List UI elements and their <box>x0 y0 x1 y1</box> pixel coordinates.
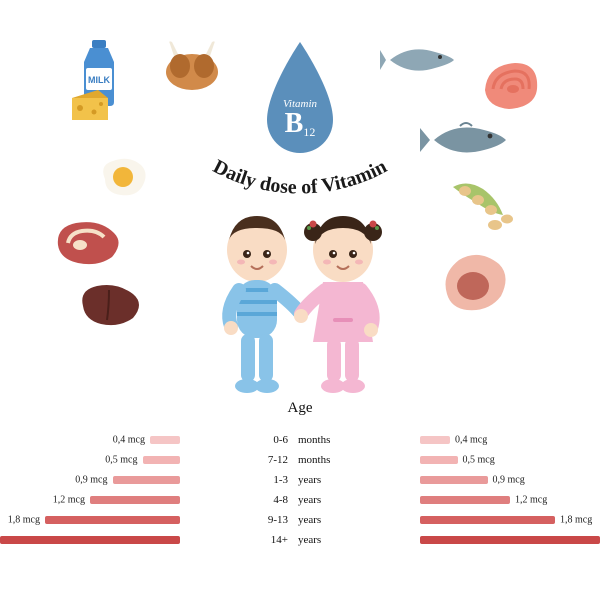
value-left: 1,2 mcg <box>53 495 85 506</box>
svg-text:MILK: MILK <box>88 75 110 85</box>
fish-top-icon <box>380 40 460 80</box>
arc-title: Daily dose of Vitamin <box>150 128 450 213</box>
value-left: 1,8 mcg <box>8 515 40 526</box>
value-right: 0,5 mcg <box>463 455 495 466</box>
soy-icon <box>445 175 515 235</box>
liver-icon <box>75 280 145 328</box>
children-illustration <box>195 210 405 400</box>
value-right: 1,8 mcg <box>560 515 592 526</box>
svg-text:Daily dose of Vitamin: Daily dose of Vitamin <box>210 155 391 198</box>
oyster-icon <box>435 250 513 315</box>
bar-left <box>45 516 180 524</box>
bar-left <box>150 436 180 444</box>
chart-row: 1,8 mcg 9-13years 1,8 mcg <box>0 510 600 530</box>
bar-right <box>420 496 510 504</box>
bar-right <box>420 436 450 444</box>
bar-left <box>143 456 181 464</box>
age-label: Age <box>288 400 313 417</box>
chart-row: 2,4 mcg 14+years 2,4 mcg <box>0 530 600 550</box>
salmon-icon <box>475 55 545 115</box>
age-range: 9-13years <box>230 514 370 526</box>
egg-icon <box>95 155 150 200</box>
chart-row: 0,4 mcg 0-6months 0,4 mcg <box>0 430 600 450</box>
meat-icon <box>50 215 125 270</box>
fish-mid-icon <box>420 120 510 160</box>
value-right: 1,2 mcg <box>515 495 547 506</box>
age-range: 7-12months <box>230 454 370 466</box>
bar-right <box>420 456 458 464</box>
bar-left <box>0 536 180 544</box>
age-range: 0-6months <box>230 434 370 446</box>
value-left: 0,4 mcg <box>113 435 145 446</box>
age-dose-chart: 0,4 mcg 0-6months 0,4 mcg 0,5 mcg 7-12mo… <box>0 430 600 580</box>
chicken-icon <box>160 40 225 95</box>
milk-cheese-icon: MILK <box>68 40 138 125</box>
value-right: 0,9 mcg <box>493 475 525 486</box>
value-right: 0,4 mcg <box>455 435 487 446</box>
age-range: 4-8years <box>230 494 370 506</box>
bar-right <box>420 516 555 524</box>
bar-right <box>420 536 600 544</box>
chart-row: 0,9 mcg 1-3years 0,9 mcg <box>0 470 600 490</box>
age-range: 14+years <box>230 534 370 546</box>
age-range: 1-3years <box>230 474 370 486</box>
bar-left <box>113 476 181 484</box>
bar-left <box>90 496 180 504</box>
bar-right <box>420 476 488 484</box>
value-left: 0,9 mcg <box>75 475 107 486</box>
chart-row: 1,2 mcg 4-8years 1,2 mcg <box>0 490 600 510</box>
chart-row: 0,5 mcg 7-12months 0,5 mcg <box>0 450 600 470</box>
value-left: 0,5 mcg <box>105 455 137 466</box>
